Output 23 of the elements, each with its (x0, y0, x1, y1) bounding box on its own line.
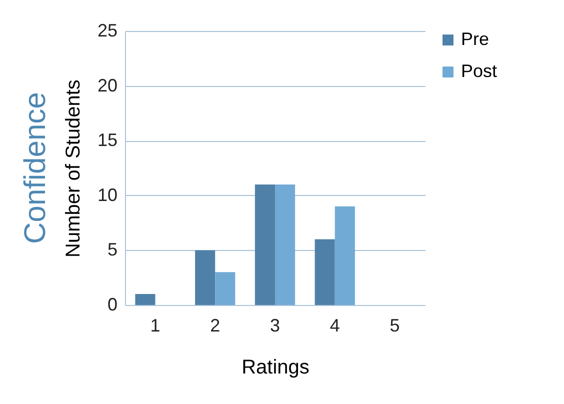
bar (135, 294, 156, 305)
x-tick-label: 4 (330, 316, 340, 336)
bar (314, 239, 335, 305)
legend-label: Pre (461, 29, 490, 49)
text: Confidence (18, 92, 52, 244)
y-tick-label: 5 (107, 240, 118, 260)
y-axis-title: Number of Students (62, 80, 84, 258)
y-tick-label: 10 (97, 184, 118, 205)
x-tick-label: 5 (390, 316, 400, 336)
legend-label: Post (461, 61, 498, 81)
y-tick-label: 25 (97, 20, 118, 40)
bar (334, 206, 355, 305)
x-tick-label: 3 (270, 316, 280, 336)
bar (254, 184, 275, 305)
y-tick-label: 20 (97, 75, 118, 96)
y-tick-label: 0 (107, 294, 118, 314)
x-tick-label: 1 (150, 316, 160, 336)
bar (215, 272, 236, 305)
x-tick-label: 2 (210, 316, 220, 336)
y-tick-label: 15 (97, 130, 118, 150)
bar (195, 250, 216, 305)
bar (275, 184, 296, 305)
x-axis-title: Ratings (242, 356, 310, 378)
